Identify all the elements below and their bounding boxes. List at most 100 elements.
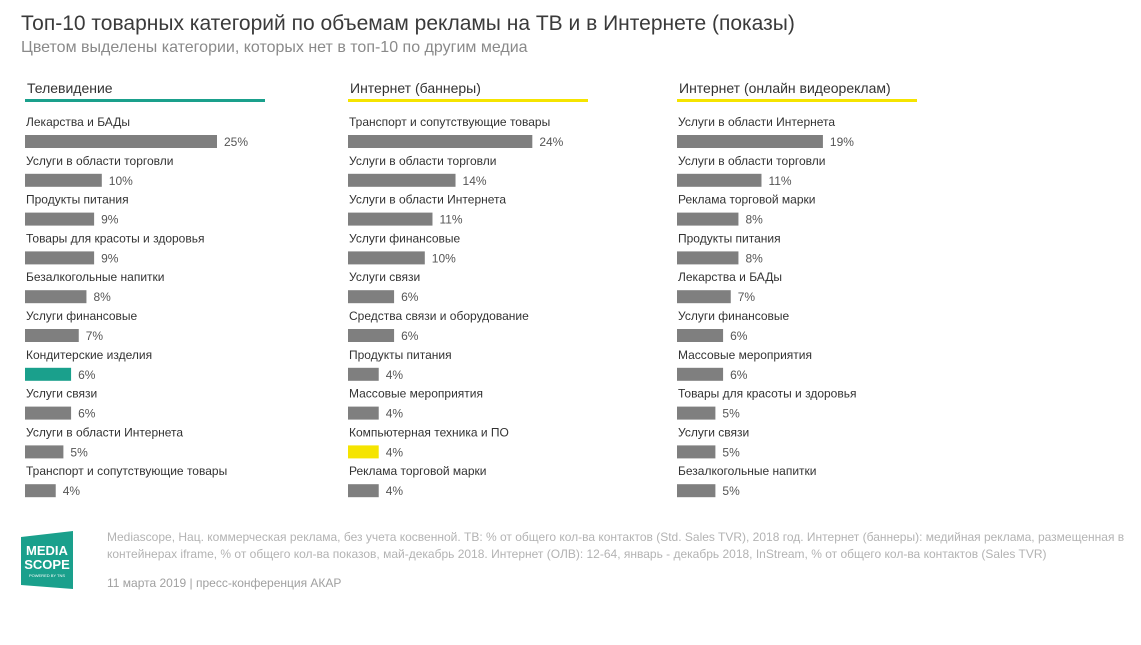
chart-banners: Транспорт и сопутствующие товары 24% Услуг… bbox=[348, 115, 564, 498]
category-label: Продукты питания bbox=[26, 193, 129, 207]
value-label: 14% bbox=[463, 174, 487, 188]
panel-tv: Телевидение Лекарства и БАДы 25% Услуги в … bbox=[25, 78, 325, 498]
value-label: 8% bbox=[745, 251, 763, 265]
source-note: Mediascope, Нац. коммерческая реклама, б… bbox=[107, 530, 1125, 561]
bar bbox=[348, 406, 379, 420]
category-label: Массовые мероприятия bbox=[349, 387, 483, 401]
category-label: Услуги связи bbox=[26, 387, 97, 401]
logo-line1: MEDIA bbox=[26, 543, 69, 558]
logo-shape bbox=[21, 531, 73, 589]
page-title: Топ-10 товарных категорий по объемам рек… bbox=[21, 12, 795, 35]
value-label: 5% bbox=[70, 445, 88, 459]
value-label: 6% bbox=[401, 290, 419, 304]
category-label: Реклама торговой марки bbox=[678, 193, 815, 207]
chart-video: Услуги в области Интернета 19% Услуги в об… bbox=[677, 115, 856, 498]
bar bbox=[25, 290, 87, 304]
category-label: Безалкогольные напитки bbox=[26, 270, 165, 284]
panel-banners: Интернет (баннеры) Транспорт и сопутству… bbox=[348, 78, 648, 498]
bar bbox=[25, 173, 102, 187]
bar bbox=[348, 135, 533, 148]
bar bbox=[348, 367, 379, 381]
bar bbox=[348, 290, 395, 304]
bar bbox=[677, 251, 739, 265]
value-label: 24% bbox=[539, 135, 563, 149]
footer-date: 11 марта 2019 | пресс-конференция АКАР bbox=[107, 576, 342, 590]
category-label: Услуги в области торговли bbox=[26, 154, 173, 168]
value-label: 8% bbox=[745, 213, 763, 227]
value-label: 6% bbox=[78, 368, 96, 382]
panel-video: Интернет (онлайн видеореклам) Услуги в о… bbox=[677, 78, 977, 498]
bar bbox=[677, 173, 762, 187]
bar bbox=[677, 329, 724, 342]
category-label: Услуги финансовые bbox=[349, 231, 461, 245]
category-label: Лекарства и БАДы bbox=[678, 270, 782, 284]
category-label: Услуги финансовые bbox=[678, 309, 790, 323]
category-label: Услуги в области Интернета bbox=[349, 193, 506, 207]
category-label: Продукты питания bbox=[678, 231, 781, 245]
bar bbox=[25, 251, 95, 265]
value-label: 7% bbox=[86, 329, 104, 343]
bar bbox=[348, 329, 395, 342]
mediascope-logo: MEDIA SCOPE POWERED BY TNS bbox=[21, 531, 73, 589]
category-label: Лекарства и БАДы bbox=[26, 115, 130, 129]
value-label: 5% bbox=[722, 445, 740, 459]
bar bbox=[677, 445, 716, 459]
category-label: Услуги в области торговли bbox=[678, 154, 825, 168]
panel-banners-title: Интернет (баннеры) bbox=[348, 78, 588, 102]
bar bbox=[348, 212, 433, 226]
value-label: 4% bbox=[386, 407, 404, 421]
bar bbox=[25, 406, 72, 420]
page-subtitle: Цветом выделены категории, которых нет в… bbox=[21, 39, 528, 56]
category-label: Услуги финансовые bbox=[26, 309, 138, 323]
category-label: Услуги связи bbox=[678, 425, 749, 439]
value-label: 4% bbox=[386, 445, 404, 459]
bar bbox=[348, 173, 456, 187]
value-label: 7% bbox=[738, 290, 756, 304]
value-label: 19% bbox=[830, 135, 854, 149]
bar bbox=[677, 406, 716, 420]
category-label: Массовые мероприятия bbox=[678, 348, 812, 362]
category-label: Продукты питания bbox=[349, 348, 452, 362]
value-label: 9% bbox=[101, 251, 119, 265]
value-label: 10% bbox=[432, 251, 456, 265]
value-label: 10% bbox=[109, 174, 133, 188]
value-label: 11% bbox=[768, 174, 791, 188]
value-label: 11% bbox=[439, 213, 462, 227]
bar bbox=[25, 484, 56, 498]
chart-tv: Лекарства и БАДы 25% Услуги в области торг… bbox=[25, 115, 248, 498]
category-label: Транспорт и сопутствующие товары bbox=[349, 115, 550, 129]
bar bbox=[348, 484, 379, 498]
value-label: 25% bbox=[224, 135, 248, 149]
category-label: Транспорт и сопутствующие товары bbox=[26, 464, 227, 478]
category-label: Компьютерная техника и ПО bbox=[349, 425, 509, 439]
logo-line2: SCOPE bbox=[24, 557, 70, 572]
logo-tagline: POWERED BY TNS bbox=[29, 573, 65, 578]
category-label: Реклама торговой марки bbox=[349, 464, 486, 478]
value-label: 6% bbox=[78, 407, 96, 421]
category-label: Средства связи и оборудование bbox=[349, 309, 529, 323]
value-label: 4% bbox=[386, 368, 404, 382]
bar bbox=[677, 290, 731, 304]
category-label: Услуги связи bbox=[349, 270, 420, 284]
bar bbox=[677, 212, 739, 226]
value-label: 4% bbox=[386, 484, 404, 498]
bar bbox=[348, 251, 425, 265]
category-label: Кондитерские изделия bbox=[26, 348, 152, 362]
bar bbox=[677, 367, 724, 381]
category-label: Услуги в области торговли bbox=[349, 154, 496, 168]
bar bbox=[25, 445, 64, 459]
value-label: 8% bbox=[93, 290, 111, 304]
bar bbox=[348, 445, 379, 459]
panel-video-title: Интернет (онлайн видеореклам) bbox=[677, 78, 917, 102]
value-label: 5% bbox=[722, 407, 740, 421]
bar bbox=[677, 484, 716, 498]
value-label: 4% bbox=[63, 484, 81, 498]
value-label: 9% bbox=[101, 213, 119, 227]
value-label: 5% bbox=[722, 484, 740, 498]
category-label: Товары для красоты и здоровья bbox=[26, 231, 204, 245]
value-label: 6% bbox=[730, 368, 748, 382]
panel-tv-title: Телевидение bbox=[25, 78, 265, 102]
category-label: Услуги в области Интернета bbox=[26, 425, 183, 439]
bar bbox=[677, 135, 823, 148]
value-label: 6% bbox=[401, 329, 419, 343]
